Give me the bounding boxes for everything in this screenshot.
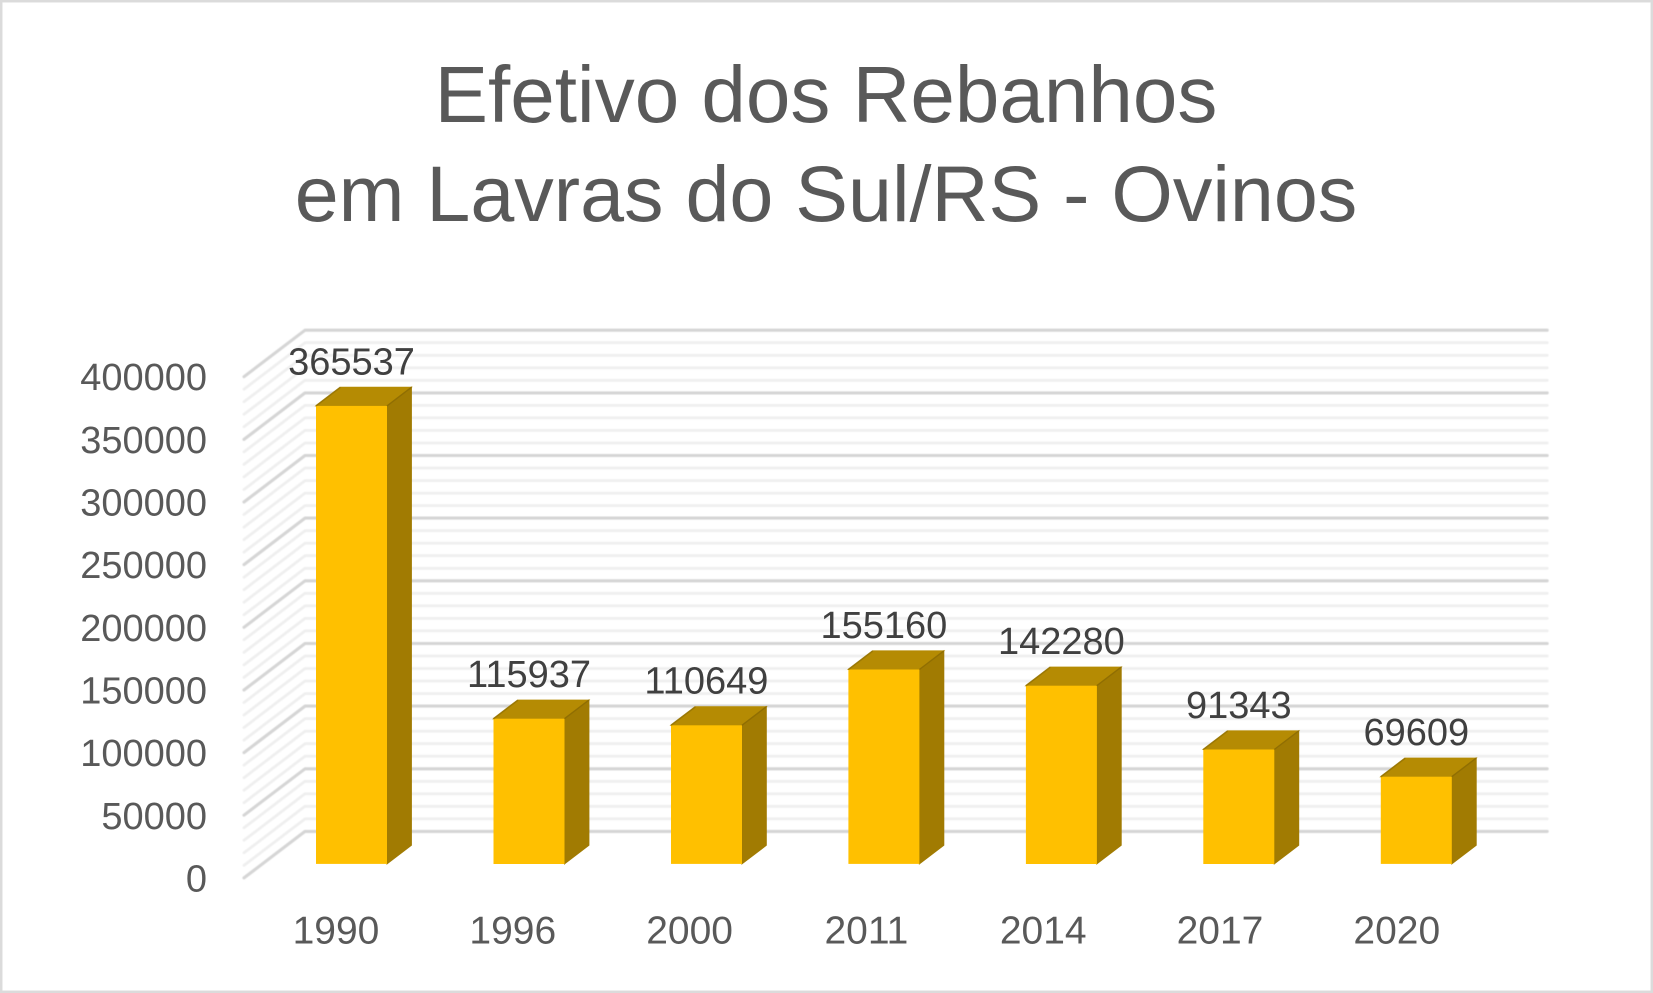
svg-text:Efetivo dos Rebanhos: Efetivo dos Rebanhos	[435, 50, 1218, 139]
svg-text:2011: 2011	[824, 910, 908, 953]
svg-text:200000: 200000	[80, 608, 207, 650]
svg-text:300000: 300000	[80, 483, 207, 525]
svg-text:115937: 115937	[467, 654, 591, 696]
svg-text:em Lavras do Sul/RS - Ovinos: em Lavras do Sul/RS - Ovinos	[295, 149, 1358, 238]
svg-text:142280: 142280	[998, 621, 1125, 663]
svg-text:2014: 2014	[1000, 910, 1087, 953]
svg-text:2020: 2020	[1353, 910, 1440, 953]
svg-text:2017: 2017	[1177, 910, 1264, 953]
svg-text:350000: 350000	[80, 420, 207, 462]
svg-text:1990: 1990	[293, 910, 380, 953]
svg-text:150000: 150000	[80, 671, 207, 713]
svg-text:91343: 91343	[1186, 685, 1292, 727]
svg-text:50000: 50000	[101, 796, 207, 838]
svg-text:69609: 69609	[1363, 712, 1469, 754]
svg-text:0: 0	[186, 858, 207, 900]
svg-text:155160: 155160	[820, 605, 947, 647]
svg-text:110649: 110649	[644, 661, 768, 703]
svg-text:365537: 365537	[288, 341, 415, 383]
svg-text:100000: 100000	[80, 733, 207, 775]
svg-text:1996: 1996	[469, 910, 556, 953]
svg-text:250000: 250000	[80, 545, 207, 587]
svg-text:400000: 400000	[80, 357, 207, 399]
svg-text:2000: 2000	[646, 910, 733, 953]
